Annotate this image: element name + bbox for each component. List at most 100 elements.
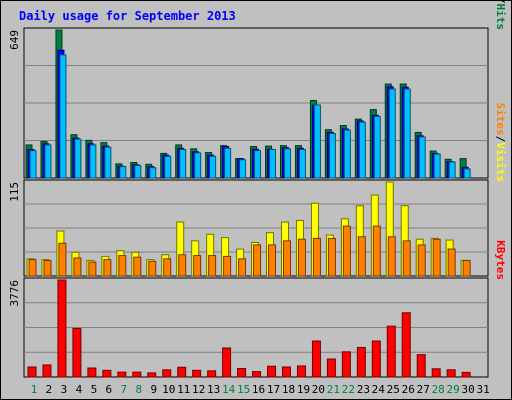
bar-pages-day-13: [209, 155, 217, 179]
bar-sites-day-1: [28, 259, 37, 277]
panel-hits_files_pages: 649 Pages/Files/Hits: [8, 0, 507, 179]
bar-pages-day-20: [313, 104, 321, 179]
bar-kbytes-day-29: [446, 369, 456, 378]
x-tick-label: 18: [282, 383, 295, 396]
x-tick-label: 1: [31, 383, 38, 396]
bar-kbytes-day-21: [326, 358, 336, 378]
bar-pages-day-19: [298, 148, 306, 179]
bar-kbytes-day-16: [252, 371, 262, 378]
bar-sites-day-5: [88, 261, 97, 277]
legend-item: /: [494, 136, 507, 143]
legend-item: KBytes: [494, 240, 507, 280]
bar-pages-day-3: [59, 54, 67, 179]
panel-legend: KBytes: [494, 240, 507, 280]
x-tick-label: 16: [252, 383, 265, 396]
x-tick-label: 19: [297, 383, 310, 396]
legend-item: Visits: [494, 142, 507, 182]
bar-kbytes-day-13: [207, 370, 217, 378]
x-tick-label: 12: [192, 383, 205, 396]
series-sites: [28, 225, 471, 277]
bar-kbytes-day-1: [27, 366, 37, 378]
bar-kbytes-day-11: [177, 366, 187, 378]
bar-pages-day-10: [164, 155, 172, 179]
panel-visits_sites: 115 Sites/Visits: [8, 103, 507, 277]
bar-sites-day-30: [462, 259, 471, 277]
bar-pages-day-17: [269, 148, 277, 179]
bar-sites-day-24: [372, 225, 381, 277]
bar-sites-day-19: [297, 238, 306, 277]
bar-kbytes-day-22: [341, 351, 351, 378]
x-tick-label: 23: [357, 383, 370, 396]
bar-pages-day-23: [358, 121, 366, 179]
bar-sites-day-11: [178, 254, 187, 277]
bar-sites-day-6: [103, 259, 112, 277]
bar-kbytes-day-15: [237, 368, 247, 378]
bar-sites-day-15: [238, 258, 247, 277]
bar-pages-day-25: [388, 88, 396, 179]
series-kbytes: [27, 279, 471, 378]
bar-kbytes-day-6: [102, 369, 112, 378]
bar-kbytes-day-26: [401, 312, 411, 378]
bar-kbytes-day-17: [267, 365, 277, 378]
series-pages: [29, 54, 471, 179]
bar-pages-day-11: [179, 148, 187, 179]
bar-pages-day-14: [224, 147, 232, 179]
x-tick-label: 22: [342, 383, 355, 396]
bar-sites-day-23: [357, 236, 366, 277]
bar-pages-day-24: [373, 115, 381, 179]
bar-kbytes-day-8: [132, 371, 142, 378]
bar-sites-day-12: [193, 255, 202, 277]
bar-pages-day-27: [418, 136, 426, 179]
bar-sites-day-17: [268, 244, 277, 277]
bar-pages-day-12: [194, 152, 202, 179]
x-tick-label: 28: [432, 383, 445, 396]
bar-pages-day-15: [239, 159, 247, 179]
x-tick-label: 15: [237, 383, 250, 396]
x-axis-day-labels: 1 2 3 4 5 6 7 8 9 10 11 12 13 14 15 16 17 18 19 20 21 22 23 24 2…: [31, 383, 490, 396]
x-tick-label: 5: [91, 383, 98, 396]
bar-kbytes-day-10: [162, 369, 172, 378]
bar-sites-day-22: [342, 225, 351, 277]
bar-sites-day-21: [327, 237, 336, 277]
bar-sites-day-20: [312, 237, 321, 277]
bar-sites-day-10: [163, 258, 172, 277]
chart-title: Daily usage for September 2013: [19, 9, 236, 23]
bar-kbytes-day-28: [431, 368, 441, 378]
bar-pages-day-4: [74, 138, 82, 179]
panel-kbytes: 3776 KBytes: [8, 240, 507, 378]
bar-pages-day-30: [463, 168, 471, 179]
bar-sites-day-27: [417, 244, 426, 277]
bar-kbytes-day-25: [386, 325, 396, 378]
bar-kbytes-day-24: [371, 340, 381, 378]
x-tick-label: 27: [417, 383, 430, 396]
x-tick-label: 31: [476, 383, 489, 396]
bar-sites-day-2: [43, 259, 52, 277]
x-tick-label: 17: [267, 383, 280, 396]
y-max-label: 115: [8, 182, 21, 202]
bar-pages-day-1: [29, 150, 37, 179]
panel-legend: Sites/Visits: [494, 103, 507, 183]
x-tick-label: 3: [61, 383, 68, 396]
bar-kbytes-day-7: [117, 371, 127, 378]
bar-pages-day-21: [328, 133, 336, 179]
bar-kbytes-day-4: [72, 327, 82, 378]
x-tick-label: 10: [162, 383, 175, 396]
x-tick-label: 30: [462, 383, 475, 396]
bar-sites-day-26: [402, 240, 411, 277]
bar-pages-day-28: [433, 153, 441, 179]
x-tick-label: 25: [387, 383, 400, 396]
x-tick-label: 21: [327, 383, 340, 396]
bar-sites-day-16: [253, 244, 262, 277]
bar-kbytes-day-18: [281, 366, 291, 378]
bar-kbytes-day-12: [192, 369, 202, 378]
bar-pages-day-9: [149, 167, 157, 179]
bar-sites-day-3: [58, 242, 67, 277]
x-tick-label: 11: [177, 383, 190, 396]
bar-kbytes-day-27: [416, 354, 426, 378]
bar-pages-day-22: [343, 129, 351, 179]
x-tick-label: 8: [135, 383, 142, 396]
chart-panels: 649Pages/Files/Hits 115 Sites/Visits 3776KB…: [8, 0, 507, 378]
bar-kbytes-day-9: [147, 372, 157, 378]
bar-sites-day-25: [387, 236, 396, 277]
